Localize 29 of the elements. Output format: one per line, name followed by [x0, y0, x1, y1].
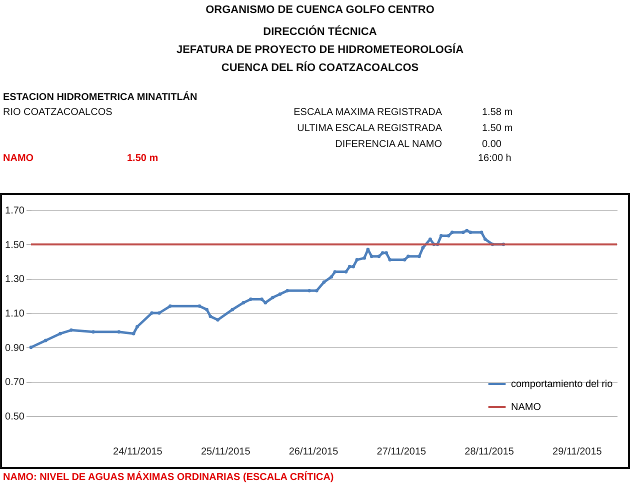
y-tick-label: 0.50 — [5, 412, 25, 422]
chart-title: ORGANISMO DE CUENCA GOLFO CENTRO — [204, 4, 436, 16]
chart-subtitle: DIRECCIÓN TÉCNICA JEFATURA DE PROYECTO DE HIDROMETEOROLOGÍA CUENCA DEL RÍO COATZACOALCOS — [175, 26, 465, 74]
text: 1.50 m — [127, 153, 158, 164]
text: DIFERENCIA AL NAMO — [335, 139, 442, 150]
x-tick-label: 24/11/2015 — [113, 446, 163, 458]
text: ULTIMA ESCALA REGISTRADA — [297, 123, 442, 134]
text: 0.00 — [482, 139, 502, 150]
y-tick-label: 1.30 — [5, 274, 25, 286]
legend-label: comportamiento del rio — [511, 379, 614, 390]
text: NAMO — [3, 153, 34, 164]
x-tick-label: 26/11/2015 — [288, 446, 339, 458]
text: NAMO: NIVEL DE AGUAS MÁXIMAS ORDINARIAS (ESCALA CRÍTICA) — [3, 472, 334, 483]
text: ESCALA MAXIMA REGISTRADA — [294, 107, 442, 118]
x-tick-label: 27/11/2015 — [376, 446, 426, 458]
text: 1.50 m — [482, 123, 513, 134]
text: RIO COATZACOALCOS — [3, 107, 112, 118]
text: ESTACION HIDROMETRICA MINATITLÁN — [3, 92, 198, 103]
y-tick-label: 0.70 — [5, 377, 25, 388]
x-tick-label: 29/11/2015 — [552, 446, 602, 458]
text: 16:00 h — [478, 153, 512, 164]
x-tick-label: 28/11/2015 — [464, 446, 514, 458]
legend-label: NAMO — [511, 402, 542, 413]
text: 1.58 m — [482, 107, 513, 118]
y-tick-label: 1.70 — [5, 206, 25, 216]
y-tick-label: 1.10 — [5, 308, 25, 320]
x-tick-label: 25/11/2015 — [200, 446, 251, 458]
y-tick-label: 1.50 — [5, 240, 25, 251]
y-tick-label: 0.90 — [5, 342, 25, 354]
